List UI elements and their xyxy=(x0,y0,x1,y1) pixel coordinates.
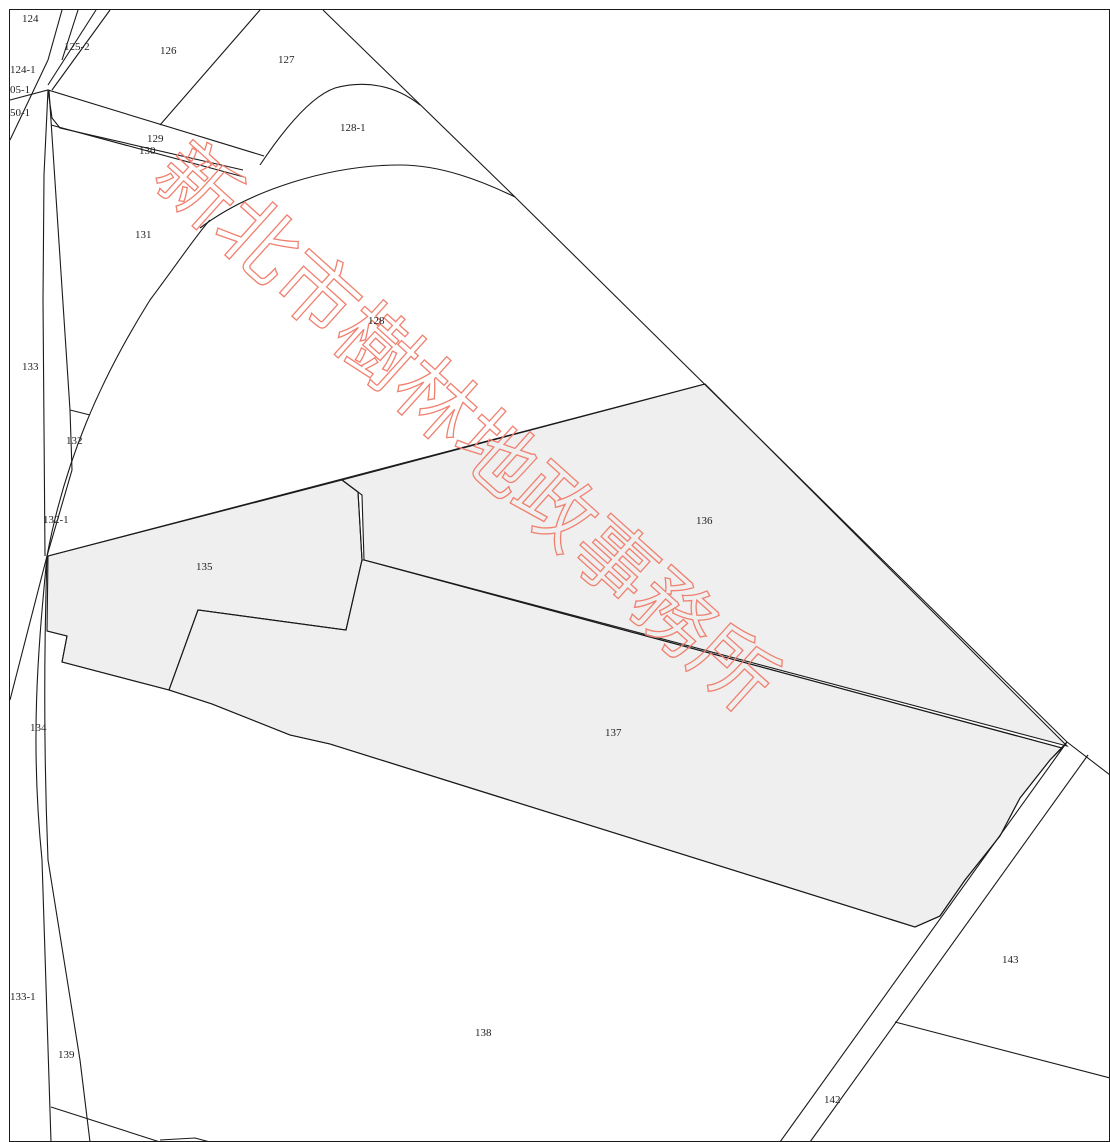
parcel-label[interactable]: 128-1 xyxy=(340,122,366,134)
parcel-label[interactable]: 133 xyxy=(22,361,39,373)
parcel-label[interactable]: 135 xyxy=(196,561,213,573)
parcel-label[interactable]: 128 xyxy=(368,315,385,327)
parcel-label[interactable]: 134 xyxy=(30,722,47,734)
parcel-label[interactable]: 129 xyxy=(147,133,164,145)
parcel-labels: 124 125-2 126 127 124-1 05-1 50-1 128-1 … xyxy=(10,13,1019,1106)
parcel-label[interactable]: 126 xyxy=(160,45,177,57)
parcel-label[interactable]: 137 xyxy=(605,727,622,739)
parcel-label[interactable]: 138 xyxy=(475,1027,492,1039)
parcel-label[interactable]: 50-1 xyxy=(10,107,30,119)
parcel-label[interactable]: 125-2 xyxy=(64,41,90,53)
parcel-label[interactable]: 131 xyxy=(135,229,152,241)
parcel-label[interactable]: 136 xyxy=(696,515,713,527)
parcel-label[interactable]: 133-1 xyxy=(10,991,36,1003)
parcel-label[interactable]: 139 xyxy=(58,1049,75,1061)
parcel-label[interactable]: 142 xyxy=(824,1094,841,1106)
parcel-label[interactable]: 130 xyxy=(139,145,156,157)
parcel-label[interactable]: 127 xyxy=(278,54,295,66)
parcel-label[interactable]: 124-1 xyxy=(10,64,36,76)
parcel-label[interactable]: 132 xyxy=(66,435,83,447)
parcel-label[interactable]: 05-1 xyxy=(10,84,30,96)
parcel-label[interactable]: 132-1 xyxy=(43,514,69,526)
parcel-label[interactable]: 124 xyxy=(22,13,39,25)
parcel-boundaries xyxy=(9,9,1110,1142)
parcel-label[interactable]: 143 xyxy=(1002,954,1019,966)
